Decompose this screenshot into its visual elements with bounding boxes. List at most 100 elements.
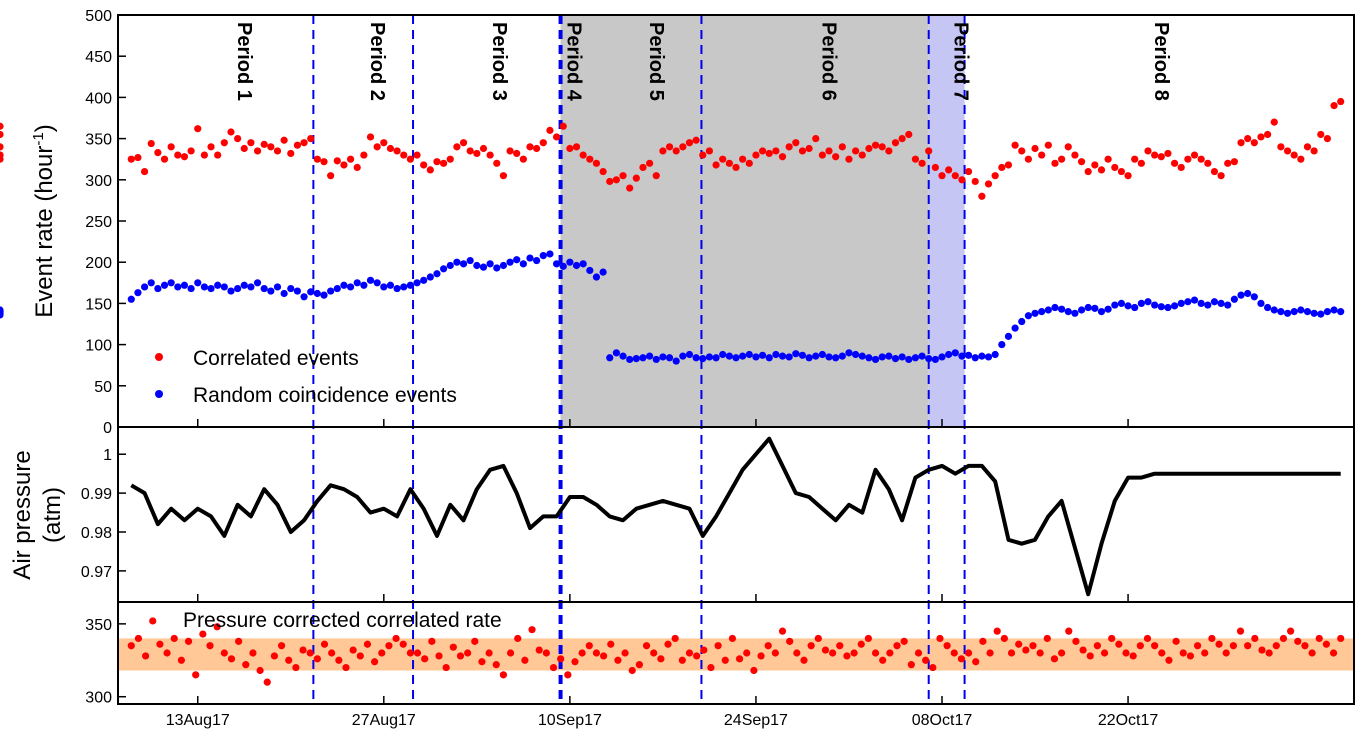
- corrected-point: [901, 638, 908, 645]
- random-point: [447, 262, 454, 269]
- random-point: [294, 287, 301, 294]
- random-point: [1071, 310, 1078, 317]
- correlated-point: [374, 143, 381, 150]
- corrected-point: [149, 617, 156, 624]
- corrected-point: [779, 628, 786, 635]
- correlated-point: [879, 143, 886, 150]
- corrected-point: [951, 649, 958, 656]
- corrected-point: [528, 626, 535, 633]
- corrected-point: [471, 638, 478, 645]
- correlated-point: [1018, 147, 1025, 154]
- corrected-point: [1294, 638, 1301, 645]
- corrected-point: [1037, 649, 1044, 656]
- random-point: [141, 283, 148, 290]
- random-point: [1078, 306, 1085, 313]
- random-point: [1038, 308, 1045, 315]
- correlated-point: [1211, 168, 1218, 175]
- random-point: [1025, 312, 1032, 319]
- correlated-point: [134, 154, 141, 161]
- random-point: [1204, 301, 1211, 308]
- corrected-point: [722, 657, 729, 664]
- random-point: [1184, 298, 1191, 305]
- corrected-point: [1122, 649, 1129, 656]
- corrected-point: [1215, 641, 1222, 648]
- corrected-point: [1208, 635, 1215, 642]
- correlated-point: [1217, 172, 1224, 179]
- corrected-point: [693, 652, 700, 659]
- random-point: [992, 351, 999, 358]
- correlated-point: [653, 172, 660, 179]
- correlated-point: [1277, 143, 1284, 150]
- random-point: [892, 355, 899, 362]
- corrected-point: [1022, 646, 1029, 653]
- random-point: [420, 277, 427, 284]
- period-label-7: Period 7: [949, 22, 971, 101]
- random-point: [407, 282, 414, 289]
- period-label-2: Period 2: [366, 22, 388, 101]
- random-point: [712, 354, 719, 361]
- corrected-point: [171, 635, 178, 642]
- correlated-point: [1337, 98, 1344, 105]
- correlated-point: [187, 147, 194, 154]
- correlated-point: [546, 127, 553, 134]
- random-point: [520, 260, 527, 267]
- correlated-point: [1038, 151, 1045, 158]
- corrected-point: [1101, 649, 1108, 656]
- correlated-point: [1078, 158, 1085, 165]
- period-label-4: Period 4: [563, 22, 585, 102]
- correlated-point: [905, 131, 912, 138]
- random-point: [799, 352, 806, 359]
- corrected-point: [1058, 649, 1065, 656]
- corrected-point: [1266, 649, 1273, 656]
- random-point: [872, 356, 879, 363]
- random-point: [148, 279, 155, 286]
- correlated-point: [679, 143, 686, 150]
- corrected-point: [1108, 635, 1115, 642]
- corrected-point: [865, 635, 872, 642]
- random-point: [241, 282, 248, 289]
- correlated-point: [1237, 139, 1244, 146]
- corrected-point: [1051, 655, 1058, 662]
- random-point: [1257, 300, 1264, 307]
- corrected-point: [135, 635, 142, 642]
- pressure-ytick-label: 0.99: [81, 486, 112, 503]
- corrected-point: [1151, 642, 1158, 649]
- corrected-point: [378, 649, 385, 656]
- event-rate-ytick-label: 350: [85, 132, 112, 149]
- random-point: [1224, 301, 1231, 308]
- random-point: [1178, 300, 1185, 307]
- random-point: [812, 353, 819, 360]
- random-point: [1191, 297, 1198, 304]
- correlated-point: [779, 153, 786, 160]
- random-point: [254, 279, 261, 286]
- random-point: [1284, 310, 1291, 317]
- random-point: [506, 259, 513, 266]
- corrected-point: [443, 664, 450, 671]
- random-point: [347, 283, 354, 290]
- random-point: [374, 279, 381, 286]
- corrected-point: [1287, 628, 1294, 635]
- corrected-point: [672, 635, 679, 642]
- random-point: [1045, 306, 1052, 313]
- correlated-point: [360, 151, 367, 158]
- corrected-point: [357, 652, 364, 659]
- random-point: [221, 283, 228, 290]
- correlated-point: [440, 160, 447, 167]
- correlated-point: [234, 135, 241, 142]
- corrected-point: [1065, 628, 1072, 635]
- random-point: [480, 264, 487, 271]
- correlated-point: [1164, 150, 1171, 157]
- random-point: [287, 285, 294, 292]
- correlated-point: [1191, 151, 1198, 158]
- corrected-point: [929, 664, 936, 671]
- correlated-point: [1324, 135, 1331, 142]
- event-rate-ylabel-sup: -1: [30, 132, 47, 145]
- random-point: [825, 353, 832, 360]
- corrected-point: [543, 649, 550, 656]
- random-point: [772, 351, 779, 358]
- corrected-point: [321, 641, 328, 648]
- random-point: [845, 349, 852, 356]
- random-point: [168, 279, 175, 286]
- correlated-point: [1297, 156, 1304, 163]
- random-point: [759, 352, 766, 359]
